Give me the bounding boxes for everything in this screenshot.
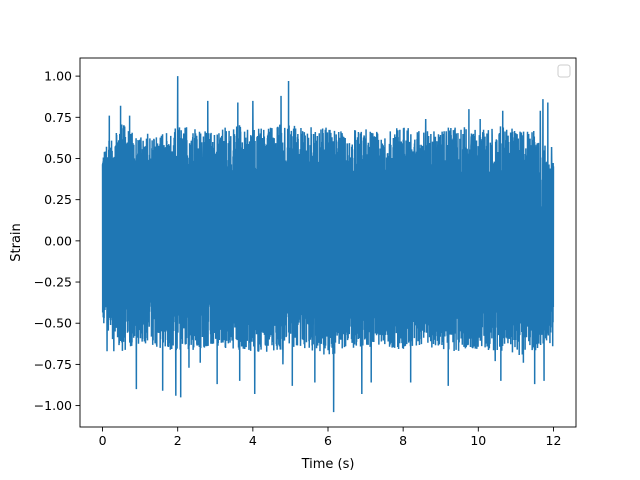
series-layer: [101, 76, 555, 413]
y-axis-label: Strain: [9, 223, 24, 262]
x-tick-label: 0: [99, 433, 107, 448]
x-tick-label: 6: [324, 433, 332, 448]
y-tick-label: 0.50: [44, 151, 72, 166]
x-tick-label: 10: [470, 433, 486, 448]
x-tick-label: 12: [546, 433, 562, 448]
x-tick-label: 4: [249, 433, 257, 448]
y-tick-label: −0.25: [34, 275, 72, 290]
x-axis: 0 2 4 6 8 10 12: [99, 427, 562, 448]
strain-series-line: [101, 76, 555, 413]
y-tick-label: 0.25: [44, 192, 72, 207]
x-tick-label: 2: [174, 433, 182, 448]
legend-box: [557, 64, 571, 78]
x-axis-label: Time (s): [301, 457, 355, 472]
y-tick-label: 0.00: [44, 233, 72, 248]
y-tick-label: −0.50: [34, 316, 72, 331]
y-axis: 1.00 0.75 0.50 0.25 0.00 −0.25 −0.50 −0.75 −1.00: [34, 69, 80, 413]
y-tick-label: 0.75: [44, 110, 72, 125]
y-tick-label: −1.00: [34, 398, 72, 413]
y-tick-label: 1.00: [44, 69, 72, 84]
x-tick-label: 8: [399, 433, 407, 448]
y-tick-label: −0.75: [34, 357, 72, 372]
